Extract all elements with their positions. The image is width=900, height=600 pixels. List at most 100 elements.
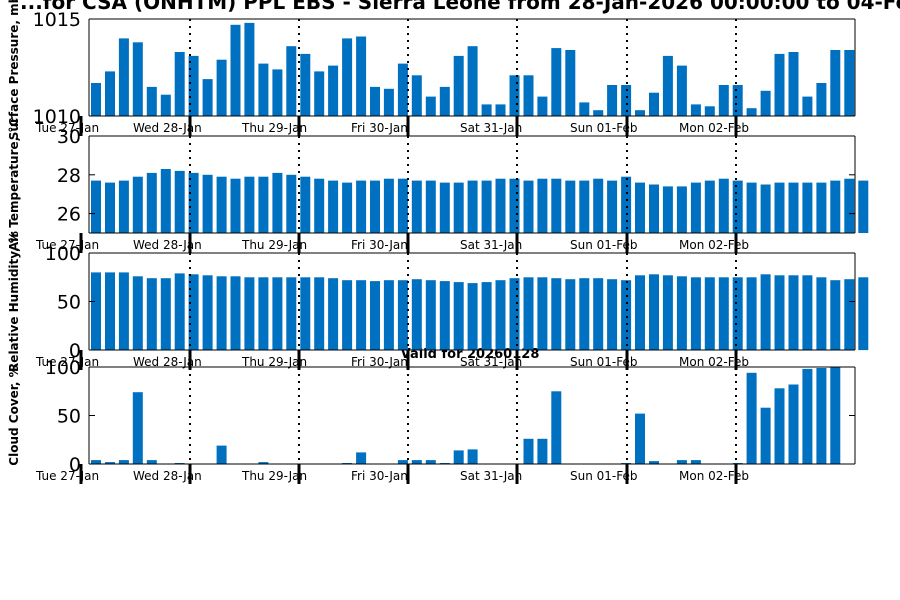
chart-bar: [732, 180, 743, 233]
x-tick-label: Tue 27-Jan: [35, 238, 99, 252]
x-tick-label: Sat 31-Jan: [460, 469, 522, 483]
chart-bar: [676, 460, 687, 464]
chart-bar: [788, 52, 799, 116]
chart-bar: [579, 180, 590, 233]
chart-title: ...for CSA (ONHTM) PPL EBS - Sierra Leon…: [20, 0, 900, 14]
chart-bar: [328, 180, 339, 233]
chart-bar: [118, 38, 129, 116]
chart-bar: [467, 283, 478, 350]
x-tick-label: Wed 28-Jan: [133, 121, 202, 135]
chart-bar: [746, 108, 757, 116]
chart-bar: [495, 104, 506, 116]
chart-bar: [844, 178, 855, 233]
chart-bar: [216, 176, 227, 233]
y-axis-label: Air Temperature, °C: [7, 118, 21, 252]
chart-bar: [356, 180, 367, 233]
chart-bar: [662, 55, 673, 116]
chart-bar: [802, 368, 813, 464]
chart-bar: [593, 178, 604, 233]
y-tick-label: 1015: [33, 9, 81, 31]
chart-bar: [370, 180, 380, 233]
chart-bar: [746, 372, 757, 464]
chart-bar: [244, 176, 255, 233]
chart-bar: [816, 277, 827, 351]
chart-bar: [607, 85, 618, 116]
chart-bar: [523, 180, 534, 233]
x-tick-label: Wed 28-Jan: [133, 355, 202, 369]
chart-bar: [272, 69, 283, 116]
chart-bar: [830, 180, 841, 233]
chart-bar: [746, 182, 757, 233]
chart-bar: [844, 50, 855, 116]
chart-bar: [481, 282, 492, 350]
chart-bar: [690, 277, 701, 351]
x-tick-label: Thu 29-Jan: [241, 469, 307, 483]
chart-bar: [160, 169, 171, 233]
chart-bar: [132, 42, 143, 116]
chart-bar: [216, 445, 227, 464]
chart-bar: [537, 438, 548, 464]
x-tick-label: Sun 01-Feb: [570, 355, 638, 369]
chart-bar: [816, 83, 827, 116]
chart-bar: [328, 278, 339, 350]
chart-bar: [258, 462, 269, 464]
chart-bar: [230, 178, 241, 233]
chart-bar: [579, 102, 590, 116]
chart-bar: [314, 277, 325, 351]
chart-bar: [760, 407, 771, 464]
chart-bar: [551, 48, 562, 116]
chart-bar: [495, 178, 506, 233]
chart-bar: [160, 278, 171, 350]
x-tick-label: Mon 02-Feb: [679, 469, 749, 483]
chart-bar: [774, 53, 785, 116]
x-tick-label: Mon 02-Feb: [679, 121, 749, 135]
chart-bar: [690, 182, 701, 233]
chart-bar: [272, 172, 283, 233]
chart-bar: [300, 277, 311, 351]
chart-bar: [146, 172, 157, 233]
chart-bar: [174, 273, 185, 350]
chart-bar: [286, 174, 297, 233]
chart-bar: [300, 53, 311, 116]
chart-bar: [188, 172, 199, 233]
chart-bar: [453, 55, 464, 116]
x-tick-label: Sat 31-Jan: [460, 121, 522, 135]
chart-bar: [105, 182, 115, 233]
chart-bar: [244, 277, 255, 351]
chart-bar: [635, 110, 645, 116]
chart-bar: [676, 65, 687, 116]
x-tick-label: Thu 29-Jan: [241, 238, 307, 252]
chart-bar: [718, 178, 729, 233]
chart-bar: [118, 180, 129, 233]
chart-bar: [621, 280, 632, 350]
chart-bar: [649, 184, 659, 233]
chart-bar: [523, 277, 534, 351]
chart-bar: [216, 276, 227, 350]
chart-bar: [202, 174, 213, 233]
chart-bar: [216, 59, 227, 116]
chart-bar: [704, 277, 715, 351]
chart-bar: [411, 279, 422, 350]
chart-bar: [146, 86, 157, 116]
chart-bar: [91, 272, 101, 350]
chart-bar: [174, 170, 185, 233]
chart-bar: [132, 176, 143, 233]
chart-bar: [830, 280, 841, 350]
chart-bar: [621, 176, 632, 233]
chart-bar: [230, 276, 241, 350]
chart-bar: [509, 178, 520, 233]
chart-bar: [383, 88, 394, 116]
chart-bar: [565, 279, 576, 350]
x-tick-label: Sun 01-Feb: [570, 121, 638, 135]
chart-bar: [565, 180, 576, 233]
y-tick-label: 1010: [33, 106, 81, 128]
chart-bar: [174, 52, 185, 116]
chart-bar: [802, 275, 813, 350]
chart-bar: [202, 79, 213, 116]
chart-bar: [676, 276, 687, 350]
chart-bar: [342, 280, 353, 350]
chart-bar: [662, 186, 673, 233]
chart-bar: [593, 278, 604, 350]
chart-bar: [830, 50, 841, 116]
y-tick-label: 26: [57, 204, 81, 226]
